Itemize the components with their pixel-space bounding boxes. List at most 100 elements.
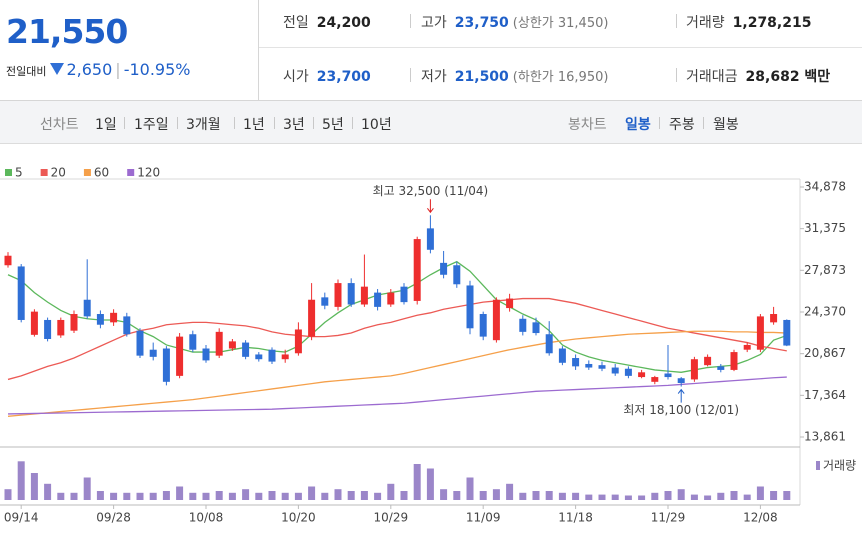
summary-value: 21,500 (454, 69, 509, 85)
candle-body (136, 330, 144, 356)
candle-body (96, 314, 104, 325)
period-tab[interactable]: 3년 (283, 117, 305, 133)
summary-cell: 거래량 1,278,215 (686, 12, 811, 32)
tab-divider (703, 117, 704, 129)
volume-bar (770, 491, 778, 500)
low-annotation: 최저 18,100 (12/01) (623, 403, 739, 417)
period-tab[interactable]: 1년 (243, 117, 265, 133)
quote-header: 21,550 전일대비 2,650 | -10.95% 전일 24,200 고가 23,7… (0, 0, 862, 101)
high-arrow (427, 199, 434, 214)
volume-bar (704, 495, 712, 500)
candle-body (57, 319, 65, 336)
candle-body (123, 316, 131, 335)
volume-bar (756, 486, 764, 500)
volume-legend: 거래량 (823, 459, 856, 473)
separator: | (115, 60, 121, 79)
candle-body (83, 299, 91, 317)
summary-value: 1,278,215 (732, 15, 812, 31)
volume-bar (215, 491, 223, 500)
volume-bar (492, 489, 500, 500)
period-tab[interactable]: 10년 (361, 117, 392, 133)
volume-bar (558, 492, 566, 500)
volume-legend-swatch (816, 461, 820, 470)
volume-bar (17, 461, 25, 500)
candle-body (4, 255, 12, 266)
x-tick-label: 09/14 (4, 511, 39, 525)
period-tab[interactable]: 1주일 (134, 117, 169, 133)
candle-body (743, 344, 751, 350)
divider (410, 14, 411, 28)
tab-group-label: 선차트 (40, 117, 79, 133)
candle-body (664, 373, 672, 378)
period-tab[interactable]: 3개월 (186, 117, 221, 133)
candle-body (268, 349, 276, 362)
legend-label: 60 (94, 166, 109, 180)
candle-body (426, 228, 434, 250)
volume-bar (44, 483, 52, 500)
volume-bar (123, 492, 131, 500)
candle-tab[interactable]: 일봉 (625, 117, 651, 133)
volume-bar (202, 492, 210, 500)
y-tick-label: 27,873 (804, 263, 846, 277)
candle-body (281, 354, 289, 360)
candle-body (70, 314, 78, 331)
volume-bar (110, 492, 118, 500)
candle-tab[interactable]: 월봉 (713, 117, 739, 133)
volume-bar (268, 491, 276, 500)
summary-cell: 시가 23,700 (283, 66, 371, 86)
y-tick-label: 13,861 (804, 430, 846, 444)
legend-swatch (127, 169, 135, 176)
candle-body (704, 356, 712, 366)
legend-label: 120 (137, 166, 160, 180)
period-tab[interactable]: 5년 (322, 117, 344, 133)
summary-label: 고가 (421, 15, 447, 31)
summary-label: 거래대금 (686, 69, 738, 85)
volume-bar (96, 491, 104, 500)
ma-line (7, 260, 788, 373)
period-tab[interactable]: 1일 (95, 117, 117, 133)
volume-bar (149, 492, 157, 500)
volume-bar (242, 489, 250, 500)
candle-body (347, 283, 355, 305)
tab-divider (313, 117, 314, 129)
volume-bar (162, 491, 170, 500)
candle-body (690, 359, 698, 380)
divider (676, 14, 677, 28)
volume-bar (611, 494, 619, 500)
volume-bar (572, 492, 580, 500)
volume-bar (677, 489, 685, 500)
tab-divider (234, 117, 235, 129)
y-tick-label: 17,364 (804, 388, 846, 402)
quote-box: 21,550 전일대비 2,650 | -10.95% (0, 0, 259, 100)
volume-bar (347, 491, 355, 500)
candle-body (611, 367, 619, 374)
volume-bar (334, 489, 342, 500)
tab-divider (177, 117, 178, 129)
candle-body (189, 334, 197, 350)
candle-body (321, 297, 329, 306)
candle-body (374, 292, 382, 307)
candle-body (730, 352, 738, 370)
current-price: 21,550 (6, 12, 128, 51)
candle-tab[interactable]: 주봉 (669, 117, 695, 133)
candle-body (585, 363, 593, 368)
volume-bar (479, 491, 487, 500)
volume-bar (136, 492, 144, 500)
volume-bar (228, 492, 236, 500)
candle-body (519, 318, 527, 332)
x-tick-label: 11/18 (558, 511, 593, 525)
summary-label: 거래량 (686, 15, 725, 31)
candle-body (387, 292, 395, 305)
candle-body (400, 286, 408, 303)
candle-body (202, 348, 210, 361)
candle-body (255, 354, 263, 360)
ma-line (7, 330, 787, 417)
volume-bar (624, 495, 632, 500)
volume-bar (70, 492, 78, 500)
candle-body (453, 265, 461, 285)
candle-body (228, 341, 236, 349)
legend-swatch (40, 169, 48, 176)
summary-value: 24,200 (316, 15, 371, 31)
volume-bar (453, 491, 461, 500)
candle-body (717, 366, 725, 370)
